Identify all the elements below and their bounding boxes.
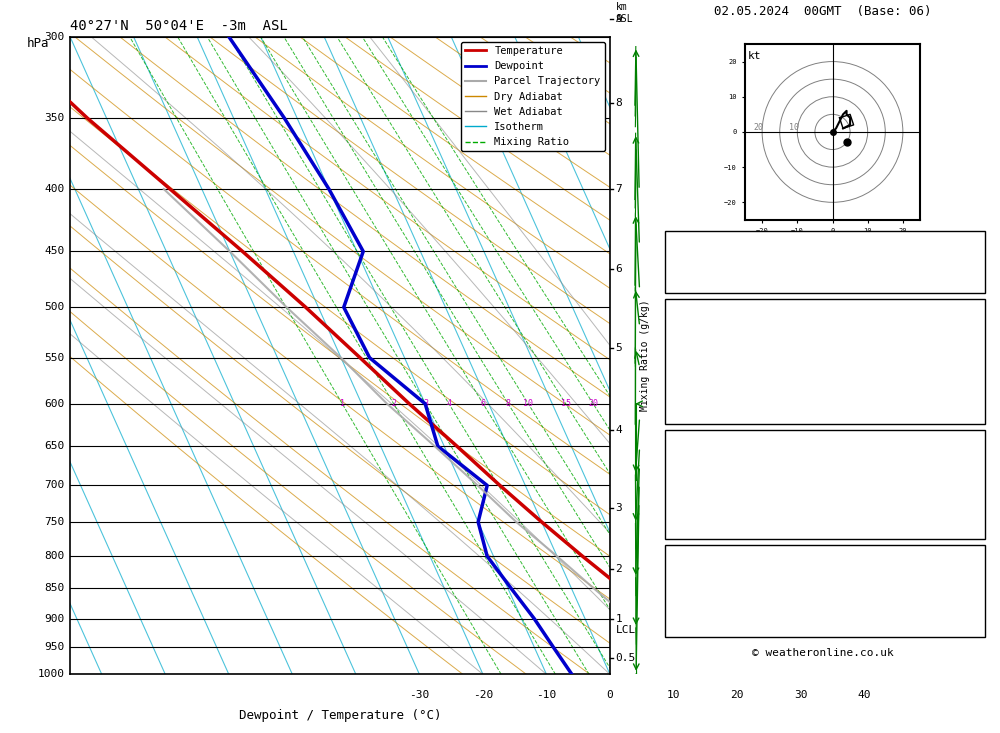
Text: © weatheronline.co.uk: © weatheronline.co.uk bbox=[752, 648, 893, 658]
Text: 2: 2 bbox=[615, 564, 622, 574]
Text: 12: 12 bbox=[966, 377, 980, 387]
Text: 315: 315 bbox=[960, 473, 980, 483]
Text: EH: EH bbox=[670, 570, 684, 581]
Text: 3: 3 bbox=[423, 399, 428, 408]
Text: 2: 2 bbox=[391, 399, 396, 408]
Text: 8: 8 bbox=[506, 399, 511, 408]
Text: 1: 1 bbox=[615, 614, 622, 624]
Text: 4: 4 bbox=[446, 399, 451, 408]
Text: 40°27'N  50°04'E  -3m  ASL: 40°27'N 50°04'E -3m ASL bbox=[70, 19, 288, 33]
Text: CIN (J): CIN (J) bbox=[670, 528, 717, 538]
Text: Surface: Surface bbox=[801, 306, 849, 316]
Text: Mixing Ratio (g/kg): Mixing Ratio (g/kg) bbox=[640, 300, 650, 411]
Text: 0: 0 bbox=[973, 509, 980, 520]
Text: 20: 20 bbox=[588, 399, 598, 408]
Text: Pressure (mb): Pressure (mb) bbox=[670, 454, 758, 465]
Text: 6: 6 bbox=[615, 264, 622, 274]
Text: 1.51: 1.51 bbox=[953, 281, 980, 291]
Text: 15: 15 bbox=[561, 399, 571, 408]
Text: Most Unstable: Most Unstable bbox=[781, 436, 869, 446]
Text: PW (cm): PW (cm) bbox=[670, 281, 717, 291]
Text: StmDir: StmDir bbox=[670, 607, 710, 617]
Legend: Temperature, Dewpoint, Parcel Trajectory, Dry Adiabat, Wet Adiabat, Isotherm, Mi: Temperature, Dewpoint, Parcel Trajectory… bbox=[461, 42, 605, 152]
Text: 93: 93 bbox=[966, 570, 980, 581]
Text: LCL: LCL bbox=[615, 625, 636, 636]
Text: 0: 0 bbox=[973, 394, 980, 405]
Text: K: K bbox=[670, 240, 677, 249]
Text: 450: 450 bbox=[44, 246, 65, 257]
Text: 140: 140 bbox=[960, 589, 980, 599]
Text: StmSpd (kt): StmSpd (kt) bbox=[670, 625, 744, 636]
Text: Hodograph: Hodograph bbox=[795, 552, 855, 562]
Text: 301°: 301° bbox=[953, 607, 980, 617]
Text: 300: 300 bbox=[44, 32, 65, 42]
Text: 8.5: 8.5 bbox=[960, 342, 980, 351]
Text: -10: -10 bbox=[536, 690, 557, 700]
Text: 0: 0 bbox=[973, 413, 980, 422]
Text: Temp (°C): Temp (°C) bbox=[670, 323, 731, 334]
Text: Lifted Index: Lifted Index bbox=[670, 377, 751, 387]
Text: θε (K): θε (K) bbox=[670, 473, 710, 483]
Text: 850: 850 bbox=[44, 583, 65, 593]
Text: hPa: hPa bbox=[26, 37, 49, 50]
Text: 5: 5 bbox=[973, 625, 980, 636]
Text: CAPE (J): CAPE (J) bbox=[670, 509, 724, 520]
Text: 20: 20 bbox=[754, 123, 764, 132]
Text: kt: kt bbox=[748, 51, 762, 61]
Text: 5: 5 bbox=[615, 343, 622, 353]
Text: 02.05.2024  00GMT  (Base: 06): 02.05.2024 00GMT (Base: 06) bbox=[714, 5, 931, 18]
Text: 1000: 1000 bbox=[38, 669, 65, 679]
Text: 4: 4 bbox=[615, 424, 622, 435]
Text: CAPE (J): CAPE (J) bbox=[670, 394, 724, 405]
Text: 41: 41 bbox=[966, 260, 980, 270]
Text: θε(K): θε(K) bbox=[670, 359, 704, 369]
Text: Dewp (°C): Dewp (°C) bbox=[670, 342, 731, 351]
Text: 0.5: 0.5 bbox=[615, 653, 636, 663]
Text: 10: 10 bbox=[667, 690, 680, 700]
Text: CIN (J): CIN (J) bbox=[670, 413, 717, 422]
Text: 20: 20 bbox=[730, 690, 744, 700]
Text: Dewpoint / Temperature (°C): Dewpoint / Temperature (°C) bbox=[239, 710, 441, 723]
Text: 7: 7 bbox=[615, 184, 622, 194]
Text: 550: 550 bbox=[44, 353, 65, 363]
Text: 950: 950 bbox=[44, 642, 65, 652]
Text: 15: 15 bbox=[966, 240, 980, 249]
Text: 850: 850 bbox=[960, 454, 980, 465]
Text: 0: 0 bbox=[973, 528, 980, 538]
Text: 400: 400 bbox=[44, 184, 65, 194]
Text: -20: -20 bbox=[473, 690, 493, 700]
Text: 0: 0 bbox=[607, 690, 613, 700]
Text: 30: 30 bbox=[794, 690, 807, 700]
Text: 750: 750 bbox=[44, 517, 65, 527]
Text: 650: 650 bbox=[44, 441, 65, 452]
Text: 15.6: 15.6 bbox=[953, 323, 980, 334]
Text: -30: -30 bbox=[409, 690, 430, 700]
Text: 10: 10 bbox=[523, 399, 533, 408]
Text: 10: 10 bbox=[789, 123, 799, 132]
Text: 600: 600 bbox=[44, 399, 65, 409]
Text: Lifted Index: Lifted Index bbox=[670, 491, 751, 501]
Text: 3: 3 bbox=[615, 503, 622, 512]
Text: 8: 8 bbox=[615, 98, 622, 108]
Text: 40: 40 bbox=[857, 690, 871, 700]
Text: km
ASL: km ASL bbox=[615, 2, 633, 24]
Text: 6: 6 bbox=[481, 399, 486, 408]
Text: 307: 307 bbox=[960, 359, 980, 369]
Text: 500: 500 bbox=[44, 302, 65, 312]
Text: 350: 350 bbox=[44, 114, 65, 123]
Text: 9: 9 bbox=[615, 14, 622, 23]
Text: 700: 700 bbox=[44, 480, 65, 490]
Text: 900: 900 bbox=[44, 614, 65, 624]
Text: Totals Totals: Totals Totals bbox=[670, 260, 758, 270]
Text: 800: 800 bbox=[44, 551, 65, 561]
Text: SREH: SREH bbox=[670, 589, 697, 599]
Text: 7: 7 bbox=[973, 491, 980, 501]
Text: 1: 1 bbox=[340, 399, 345, 408]
